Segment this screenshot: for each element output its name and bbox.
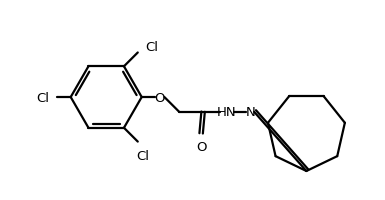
Text: Cl: Cl <box>36 91 49 104</box>
Text: Cl: Cl <box>136 150 149 163</box>
Text: O: O <box>197 141 207 154</box>
Text: Cl: Cl <box>146 41 159 54</box>
Text: O: O <box>154 91 165 104</box>
Text: HN: HN <box>217 106 236 119</box>
Text: N: N <box>245 106 255 119</box>
